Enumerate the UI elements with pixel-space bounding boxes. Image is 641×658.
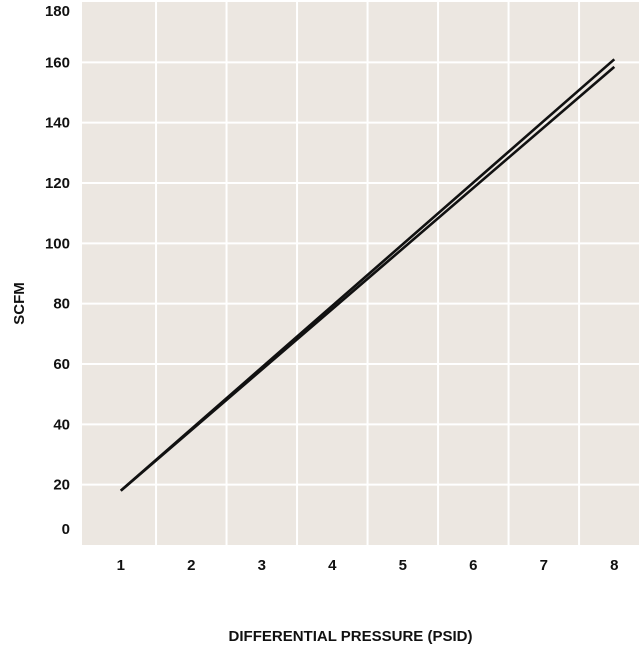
x-axis-ticks: 1 2 3 4 5 6 7 8: [117, 557, 619, 574]
y-tick-label: 0: [62, 521, 70, 538]
y-axis-ticks: 0 20 40 60 80 100 120 140 160 180: [45, 3, 70, 538]
y-tick-label: 160: [45, 54, 70, 71]
y-tick-label: 20: [53, 477, 70, 494]
y-tick-label: 80: [53, 296, 70, 313]
x-tick-label: 4: [328, 557, 337, 574]
plot-area: [82, 2, 639, 545]
grid: [82, 2, 639, 545]
y-axis-label: SCFM: [11, 282, 28, 325]
y-tick-label: 120: [45, 175, 70, 192]
x-axis-label: DIFFERENTIAL PRESSURE (PSID): [229, 628, 473, 645]
x-tick-label: 7: [540, 557, 548, 574]
x-tick-label: 1: [117, 557, 125, 574]
y-tick-label: 60: [53, 356, 70, 373]
x-tick-label: 5: [399, 557, 407, 574]
x-tick-label: 2: [187, 557, 195, 574]
series-layer: [119, 58, 616, 492]
series-line-2: [119, 65, 616, 492]
x-tick-label: 6: [469, 557, 477, 574]
y-tick-label: 100: [45, 235, 70, 252]
y-tick-label: 40: [53, 416, 70, 433]
x-tick-label: 3: [258, 557, 266, 574]
x-tick-label: 8: [610, 557, 618, 574]
y-tick-label: 140: [45, 115, 70, 132]
y-tick-label: 180: [45, 3, 70, 20]
